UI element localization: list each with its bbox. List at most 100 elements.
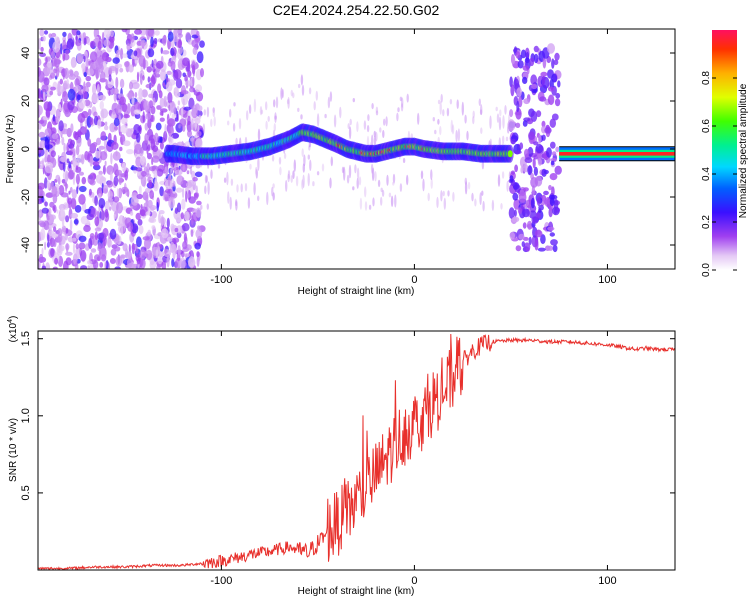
heat-speckle [56,244,63,256]
chart-title: C2E4.2024.254.22.50.G02 [273,2,440,18]
heat-speckle [227,120,230,126]
heat-speckle [223,177,227,183]
spectrogram-y-ticks: -40 -20 0 20 40 [20,47,675,253]
heat-speckle [551,151,557,157]
heat-speckle [147,144,151,152]
heat-speckle [555,92,561,99]
heat-speckle [75,165,79,171]
heat-speckle [86,68,95,76]
heat-speckle [195,207,202,218]
heat-speckle [553,59,559,66]
heat-speckle [109,258,116,264]
heat-speckle [496,113,500,123]
heat-speckle [522,65,530,71]
heat-speckle [120,124,128,134]
heat-speckle [278,156,282,165]
heat-speckle [367,114,370,122]
heat-speckle [54,257,59,265]
heat-speckle [140,174,147,187]
heat-speckle [42,158,45,169]
heat-speckle [156,263,161,269]
heat-speckle [73,219,79,225]
heat-speckle [119,78,125,89]
heat-speckle [293,159,296,172]
heat-speckle [183,253,191,258]
heat-speckle [348,164,352,179]
snr-y-multiplier: (x104) [7,316,19,343]
heat-speckle [540,234,546,245]
heat-speckle [134,92,138,98]
heat-speckle [480,104,483,116]
heat-speckle [194,171,203,178]
heat-speckle [121,117,128,125]
heat-speckle [329,91,333,102]
heat-speckle [177,100,181,106]
x-tick-label: -100 [210,575,232,587]
heat-speckle [51,32,57,38]
heat-speckle [197,225,201,230]
heat-speckle [287,170,291,180]
heat-speckle [109,67,112,75]
heat-speckle [118,215,125,226]
heat-speckle [280,87,283,100]
heat-speckle [85,124,87,134]
heat-speckle [103,39,111,47]
heat-speckle [430,178,433,189]
heat-speckle [534,229,543,238]
heat-speckle [235,199,238,207]
heat-speckle [356,167,360,180]
y-tick-label: -20 [20,189,32,205]
heat-speckle [363,120,367,130]
heat-speckle [187,69,192,78]
heat-speckle [125,248,129,258]
heat-speckle [144,122,149,131]
heat-speckle [324,113,327,119]
heat-speckle [552,206,560,216]
heat-speckle [489,115,492,129]
heat-speckle [272,192,275,201]
heat-speckle [98,249,101,260]
heat-speckle [39,29,45,37]
heat-speckle [127,221,134,232]
heat-speckle [375,131,378,142]
heat-speckle [370,163,374,174]
heat-speckle [81,176,87,185]
heat-speckle [170,60,176,71]
heat-speckle [78,194,86,205]
heat-speckle [375,106,379,114]
heat-speckle [137,257,141,265]
heat-speckle [148,179,152,188]
heat-speckle [427,192,430,202]
heat-speckle [155,249,159,259]
heat-speckle [377,179,381,188]
heat-speckle [92,83,97,96]
heat-speckle [187,129,192,138]
heat-speckle [48,230,55,236]
heat-speckle [166,217,170,229]
heat-speckle [178,46,183,55]
heat-speckle [65,243,70,251]
heat-speckle [182,72,186,78]
tone-core [559,152,675,156]
y-tick-label: 1.0 [20,408,32,423]
heat-speckle [349,118,352,126]
heat-speckle [38,70,45,83]
heat-speckle [43,30,49,35]
y-tick-label: 0.5 [20,485,32,500]
heat-speckle [181,198,186,210]
heat-speckle [550,239,558,246]
heat-speckle [75,144,80,156]
heat-speckle [51,133,59,140]
heat-speckle [212,109,215,118]
heat-speckle [187,115,191,126]
heat-speckle [45,262,51,269]
x-tick-label: 100 [598,274,616,286]
heat-speckle [43,220,50,231]
heat-speckle [528,236,532,246]
heat-speckle [68,161,72,169]
heat-speckle [183,143,186,148]
heat-speckle [203,109,206,116]
heat-speckle [121,103,128,113]
heat-speckle [206,106,210,118]
heat-speckle [97,242,102,250]
